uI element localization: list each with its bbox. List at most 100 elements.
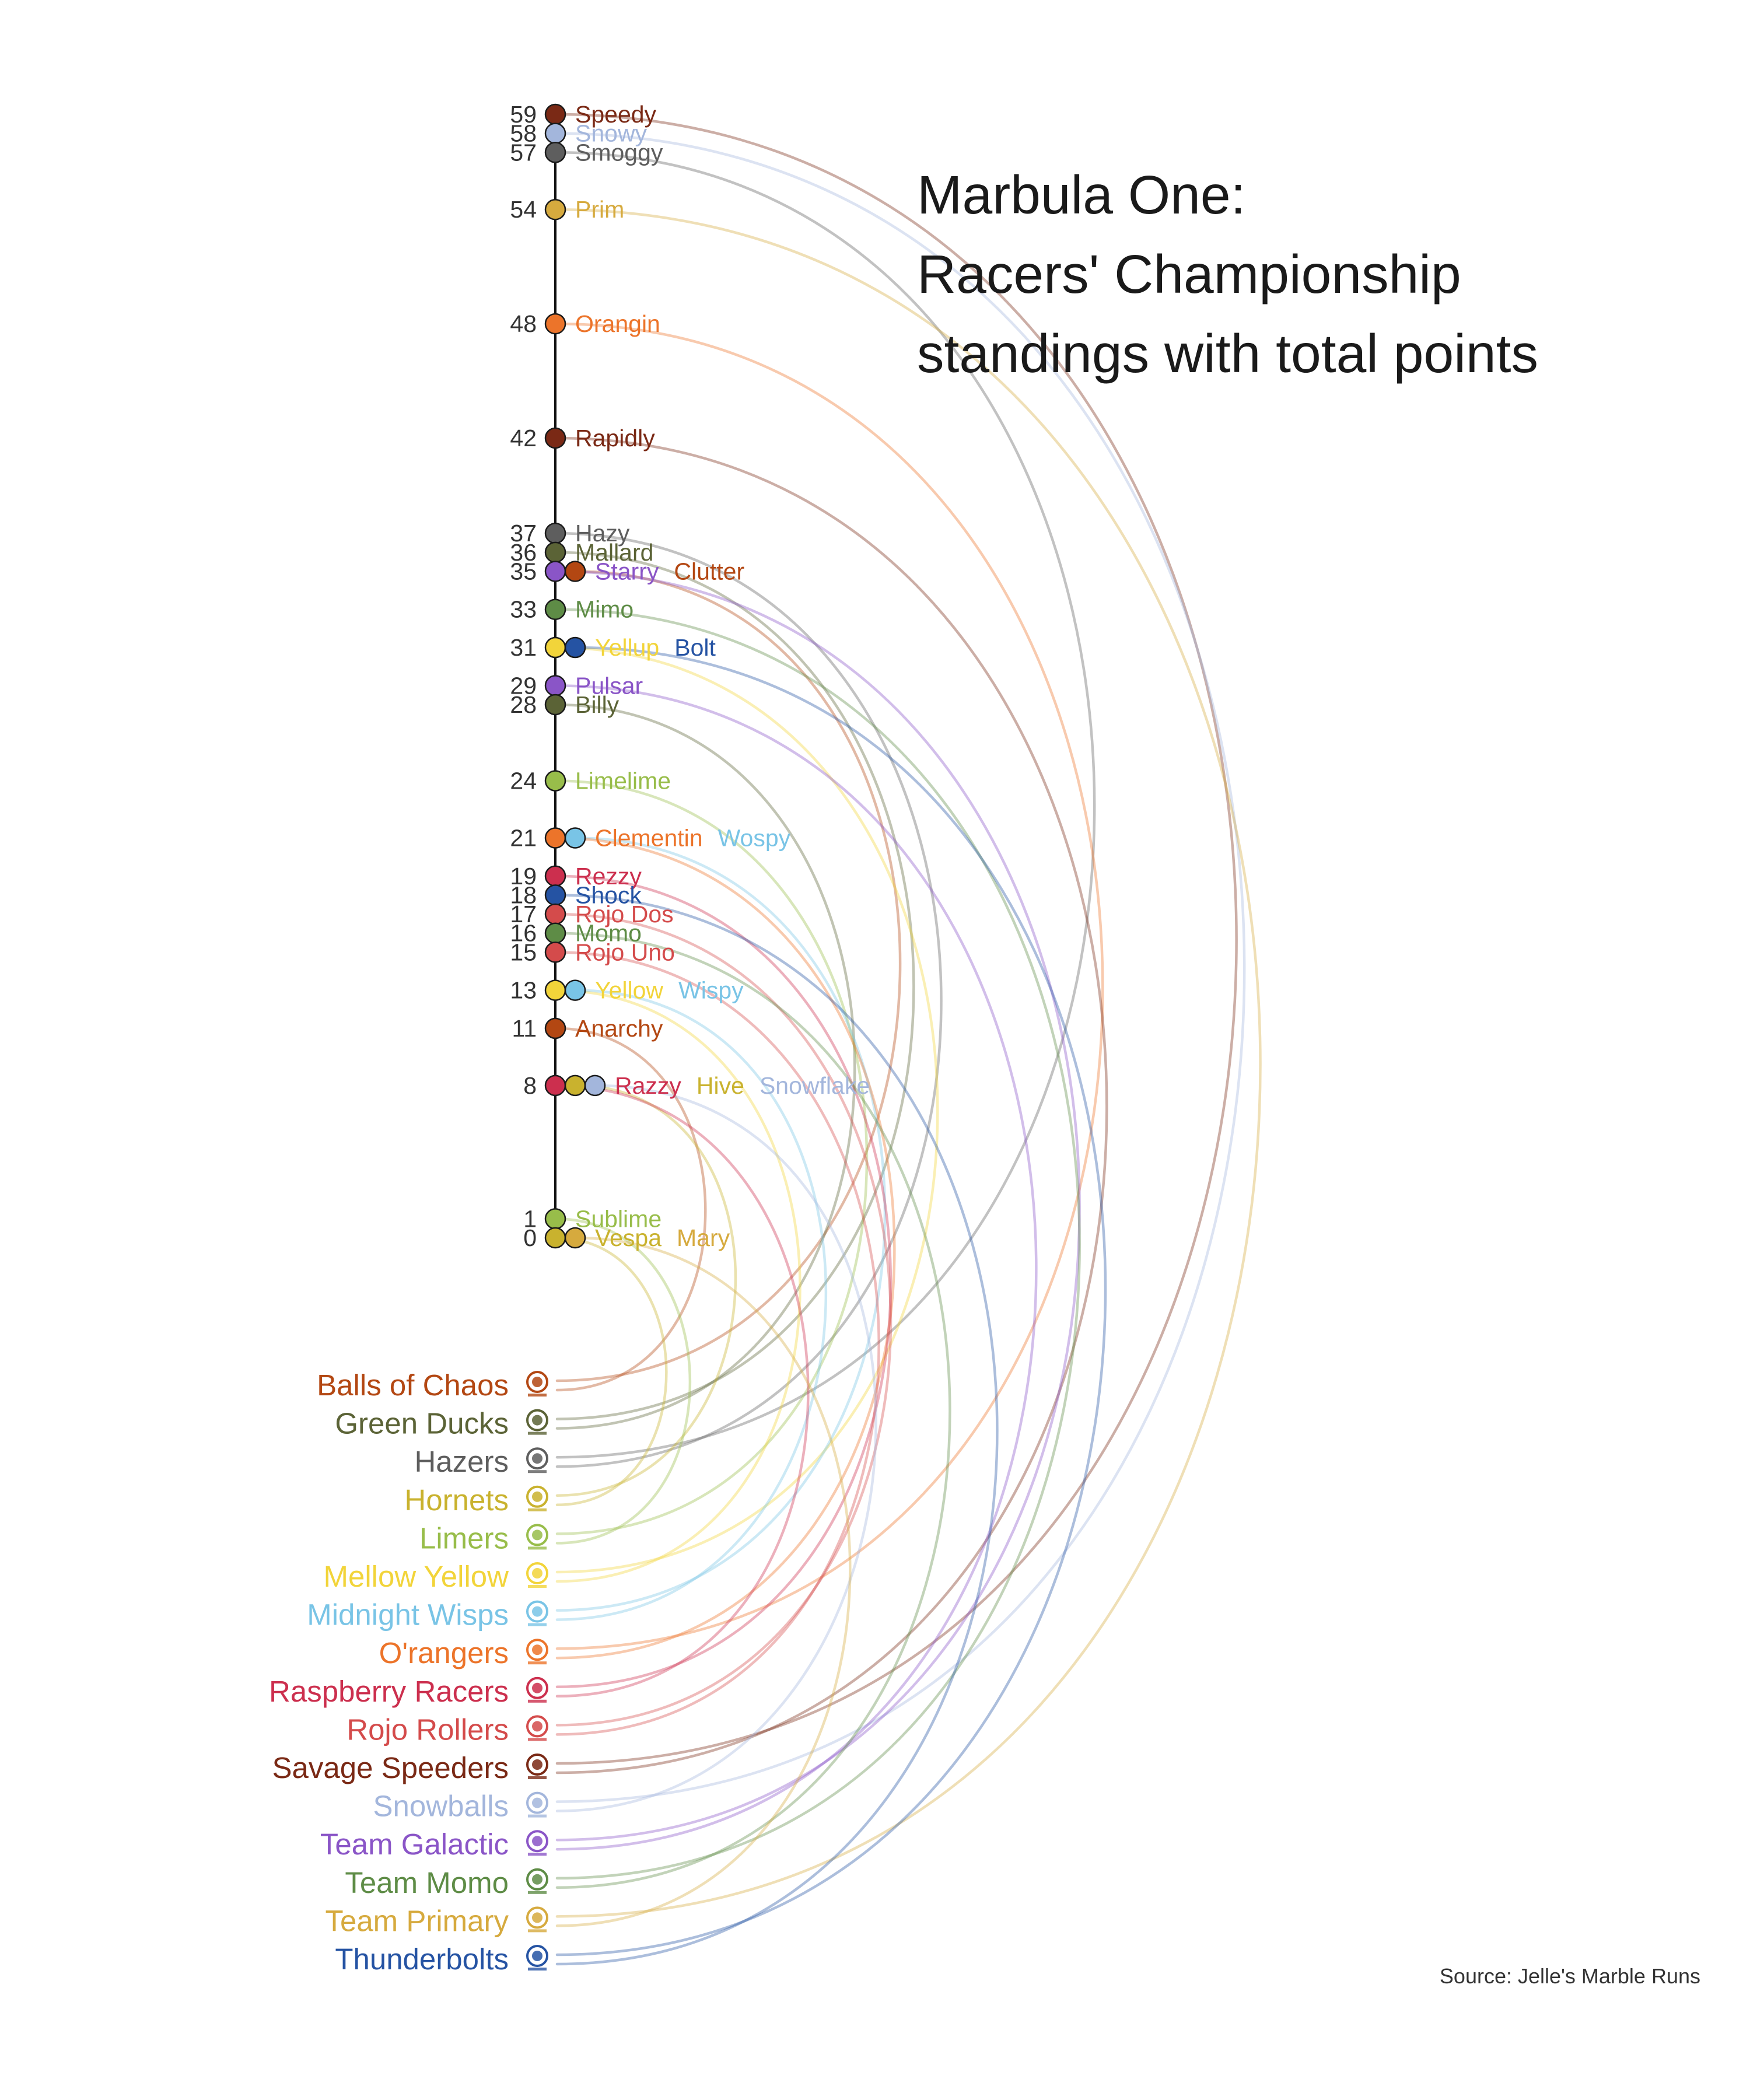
connector-team-momo-momo	[554, 932, 951, 1889]
racer-dot-rojo-dos	[544, 903, 566, 925]
midnight-wisps-logo-icon	[526, 1600, 548, 1626]
team-galactic-logo-icon	[526, 1830, 548, 1856]
racer-label-orangin: Orangin	[575, 310, 660, 337]
racer-dot-billy	[544, 694, 566, 716]
racer-dot-mallard	[544, 541, 566, 564]
racer-dot-vespa	[544, 1227, 566, 1249]
team-midnight-wisps: Midnight Wisps	[307, 1598, 548, 1632]
connector-green-ducks-mallard	[554, 551, 915, 1420]
points-tick-labels: 5958575448423736353331292824211918171615…	[510, 101, 537, 1251]
tick-label-42: 42	[510, 425, 537, 452]
tick-label-31: 31	[510, 634, 537, 661]
tick-label-35: 35	[510, 558, 537, 584]
racer-dot-sublime	[544, 1208, 566, 1230]
connector-hazers-smoggy	[554, 151, 1096, 1459]
team-name-team-galactic: Team Galactic	[320, 1828, 509, 1861]
connector-raspberry-racers-razzy	[554, 1084, 810, 1698]
tick-label-13: 13	[510, 977, 537, 1004]
connector-midnight-wisps-wispy	[555, 989, 828, 1621]
connector-o-rangers-clementin	[554, 836, 896, 1660]
racer-label-smoggy: Smoggy	[575, 139, 663, 166]
racer-label-clementin: Clementin	[595, 824, 703, 851]
connector-thunderbolts-shock	[554, 894, 999, 1966]
racer-label-mary: Mary	[677, 1224, 730, 1251]
connector-hazers-hazy	[554, 531, 943, 1468]
thunderbolts-logo-icon	[526, 1945, 548, 1971]
team-team-momo: Team Momo	[345, 1866, 548, 1899]
racer-dot-clementin	[544, 827, 566, 849]
chart-title-line: Marbula One:	[917, 164, 1245, 225]
tick-label-15: 15	[510, 939, 537, 965]
tick-label-29: 29	[510, 672, 537, 699]
racer-label-mallard: Mallard	[575, 539, 653, 566]
connector-mellow-yellow-yellup	[554, 646, 939, 1574]
tick-label-58: 58	[510, 120, 537, 147]
team-mellow-yellow: Mellow Yellow	[323, 1560, 548, 1593]
racer-dot-razzy	[544, 1074, 566, 1097]
hornets-logo-icon	[526, 1485, 548, 1511]
green-ducks-logo-icon	[526, 1409, 548, 1435]
racer-label-speedy: Speedy	[575, 101, 657, 128]
tick-label-18: 18	[510, 881, 537, 908]
racer-dot-bolt	[564, 636, 586, 659]
racer-dot-snowflake	[584, 1074, 606, 1097]
connector-limers-limelime	[554, 779, 869, 1535]
racer-label-snowflake: Snowflake	[760, 1072, 870, 1099]
racer-label-anarchy: Anarchy	[575, 1015, 663, 1042]
tick-label-17: 17	[510, 901, 537, 928]
tick-label-57: 57	[510, 139, 537, 166]
balls-of-chaos-logo-icon	[526, 1371, 548, 1396]
racer-dot-starry	[544, 561, 566, 582]
racer-label-snowy: Snowy	[575, 120, 648, 147]
racer-dot-mary	[564, 1227, 586, 1249]
racer-label-rojo-dos: Rojo Dos	[575, 901, 674, 928]
tick-label-37: 37	[510, 520, 537, 547]
connector-rojo-rollers-rojo-dos	[554, 912, 892, 1727]
racer-dot-pulsar	[544, 675, 566, 696]
team-name-balls-of-chaos: Balls of Chaos	[317, 1368, 509, 1402]
racer-dot-snowy	[544, 123, 566, 144]
team-name-savage-speeders: Savage Speeders	[272, 1751, 509, 1784]
team-connector-curves	[554, 113, 1262, 1966]
tick-label-21: 21	[510, 824, 537, 851]
team-name-snowballs: Snowballs	[373, 1790, 509, 1823]
connector-team-galactic-pulsar	[554, 684, 1038, 1851]
team-thunderbolts: Thunderbolts	[335, 1943, 548, 1976]
connector-hornets-vespa	[554, 1236, 668, 1507]
team-team-primary: Team Primary	[325, 1904, 548, 1937]
connector-team-primary-mary	[555, 1236, 852, 1927]
racer-dot-speedy	[544, 103, 566, 125]
racer-label-rojo-uno: Rojo Uno	[575, 939, 675, 965]
team-rojo-rollers: Rojo Rollers	[346, 1713, 548, 1746]
tick-label-54: 54	[510, 196, 537, 223]
connector-balls-of-chaos-anarchy	[554, 1027, 707, 1392]
tick-label-28: 28	[510, 691, 537, 718]
team-momo-logo-icon	[526, 1868, 548, 1894]
tick-label-0: 0	[523, 1224, 537, 1251]
racer-label-limelime: Limelime	[575, 768, 671, 794]
racer-label-hazy: Hazy	[575, 520, 630, 547]
racer-label-prim: Prim	[575, 196, 624, 223]
savage-speeders-logo-icon	[526, 1754, 548, 1779]
raspberry-racers-logo-icon	[526, 1676, 548, 1703]
connector-thunderbolts-bolt	[555, 646, 1107, 1957]
connector-team-galactic-starry	[554, 570, 1081, 1842]
connector-snowballs-snowy	[554, 132, 1246, 1803]
team-name-mellow-yellow: Mellow Yellow	[323, 1560, 509, 1593]
team-name-rojo-rollers: Rojo Rollers	[346, 1713, 509, 1746]
team-green-ducks: Green Ducks	[335, 1407, 548, 1440]
racer-dot-clutter	[564, 561, 586, 582]
team-name-limers: Limers	[419, 1521, 509, 1555]
tick-label-24: 24	[510, 768, 537, 794]
racer-dot-hive	[564, 1074, 586, 1097]
rojo-rollers-logo-icon	[526, 1715, 548, 1741]
racer-dot-wispy	[564, 979, 586, 1001]
chart-title-line: standings with total points	[917, 323, 1538, 384]
racer-dot-shock	[544, 884, 566, 906]
connector-savage-speeders-rapidly	[554, 436, 1108, 1774]
connector-raspberry-racers-rezzy	[554, 874, 892, 1689]
connector-o-rangers-orangin	[554, 322, 1104, 1650]
connector-team-momo-mimo	[554, 608, 1081, 1880]
connector-limers-sublime	[554, 1217, 691, 1545]
